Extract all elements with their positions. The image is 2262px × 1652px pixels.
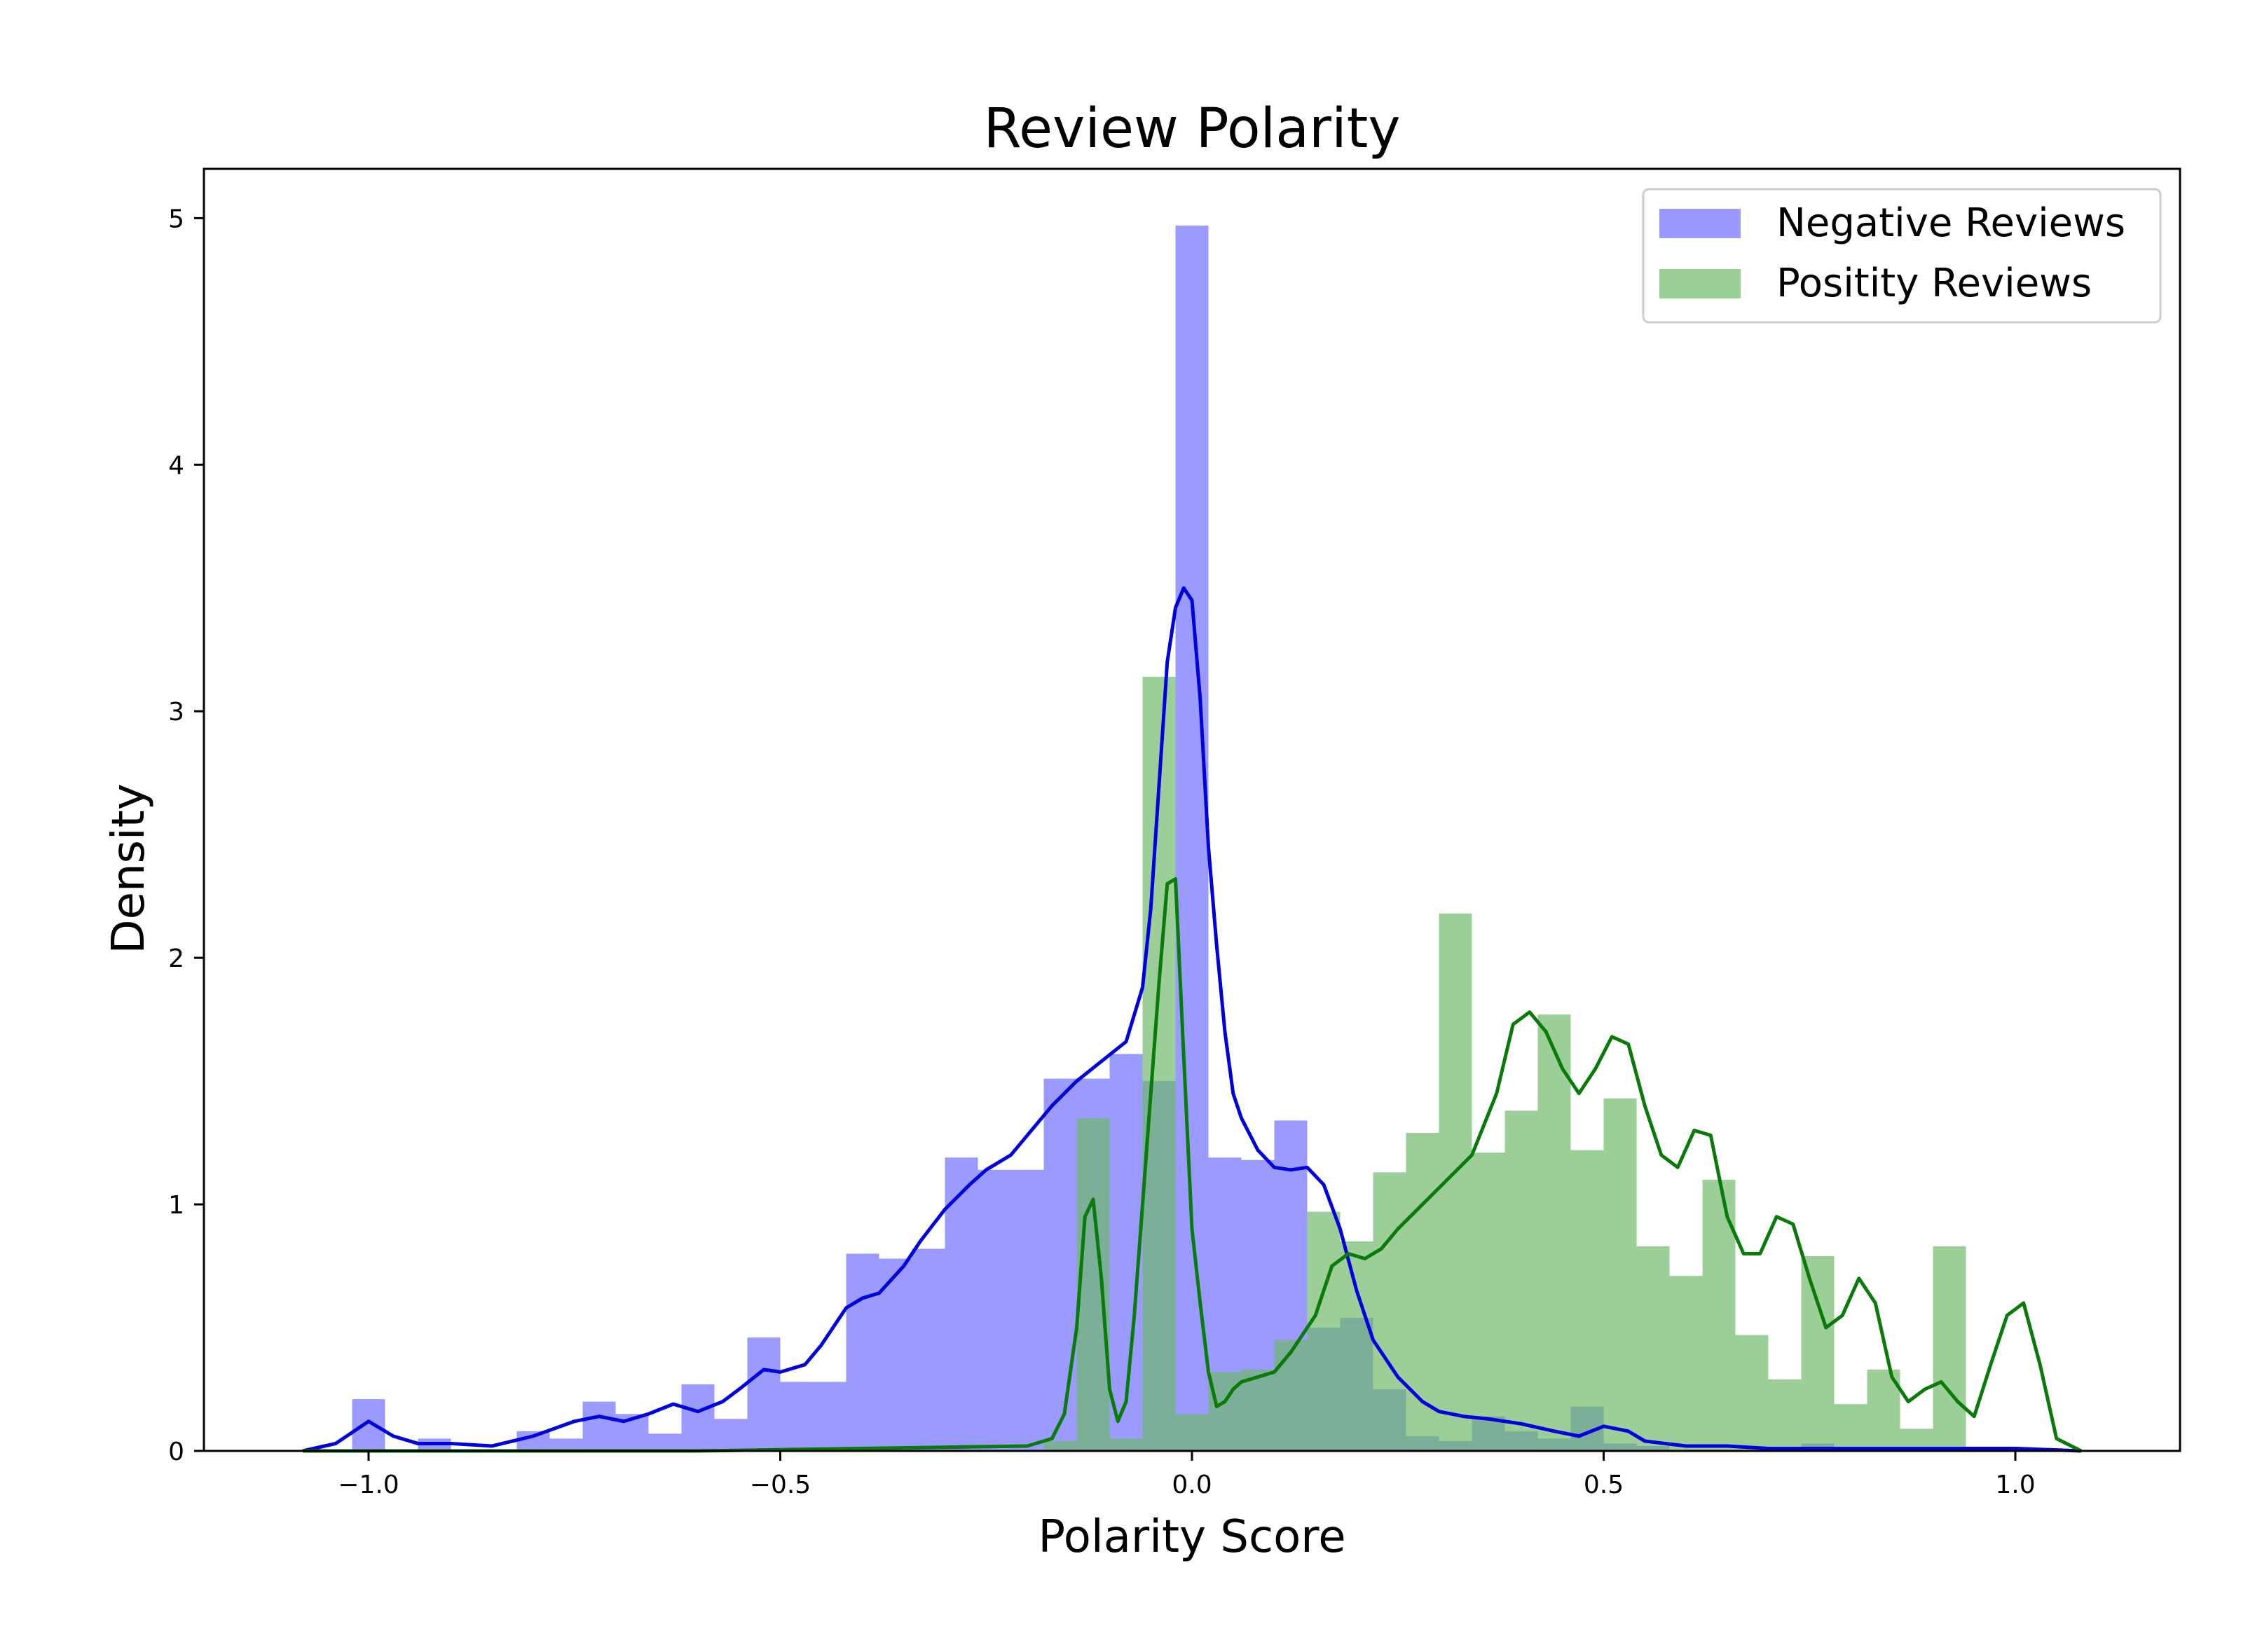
histogram-series-1 [1043,676,1966,1452]
y-axis: 0 1 2 3 4 5 [168,205,204,1466]
legend-swatch-positive [1659,269,1741,298]
legend-box [1642,188,2162,324]
legend-swatch-negative [1659,209,1741,238]
histogram-bar [1373,1172,1406,1451]
histogram-bar [1208,1372,1242,1451]
x-tick-label: −1.0 [338,1471,399,1499]
histogram-bar [1933,1246,1966,1451]
histogram-bar [1834,1404,1867,1451]
histogram-bar [352,1399,385,1451]
x-tick-label: 1.0 [1995,1471,2035,1499]
histogram-bar [1472,1152,1505,1451]
histogram-bar [1340,1241,1373,1451]
histogram-bar [1010,1169,1044,1451]
x-axis-title: Polarity Score [1038,1511,1345,1563]
histogram-bar [1504,1110,1538,1451]
histogram-bar [681,1384,715,1451]
histogram-bar [846,1253,879,1451]
histogram-bar [747,1337,781,1451]
chart-title: Review Polarity [983,97,1400,160]
histogram-bar [912,1248,945,1451]
y-tick-label: 2 [168,944,184,973]
legend-label-positive: Positity Reviews [1776,261,2092,306]
histogram-bar [1043,1078,1077,1451]
histogram-bar [1801,1255,1835,1451]
y-axis-title: Density [103,783,155,954]
plot-area [302,225,2083,1453]
histogram-bar [1043,1440,1077,1451]
kde-line-3 [303,877,2083,1453]
histogram-bar [1570,1150,1604,1451]
histogram-bar [1109,1438,1143,1451]
histogram-bar [1406,1133,1439,1451]
kde-line-2 [302,586,2082,1453]
histogram-bar [1537,1014,1571,1451]
histogram-bar [516,1431,550,1451]
histogram-bar [648,1433,682,1451]
histogram-bar [1274,1340,1308,1451]
y-tick-label: 0 [168,1438,184,1466]
histogram-bar [780,1382,814,1451]
histogram-bar [978,1169,1011,1451]
histogram-bar [1735,1335,1769,1451]
legend: Negative Reviews Positity Reviews [1642,188,2162,324]
x-tick-label: 0.5 [1584,1471,1624,1499]
y-tick-label: 1 [168,1191,184,1220]
x-tick-label: −0.5 [750,1471,811,1499]
histogram-bar [1636,1246,1670,1451]
histogram-bar [714,1419,748,1451]
histogram-bar [1241,1369,1275,1451]
x-tick-label: 0.0 [1172,1471,1212,1499]
histogram-bar [1603,1098,1637,1451]
histogram-bar [1175,225,1209,1452]
y-tick-label: 3 [168,698,184,727]
histogram-bar [945,1157,978,1451]
histogram-bar [879,1258,912,1451]
histogram-bar [582,1401,616,1451]
y-tick-label: 5 [168,205,184,233]
y-tick-label: 4 [168,451,184,480]
legend-label-negative: Negative Reviews [1776,200,2125,246]
histogram-bar [549,1438,583,1451]
histogram-bar [1768,1379,1802,1451]
histogram-bar [1076,1117,1110,1451]
histogram-bar [1175,1414,1209,1451]
histogram-bar [1307,1211,1341,1451]
histogram-bar [1669,1276,1703,1451]
x-axis: −1.0 −0.5 0.0 0.5 1.0 [338,1451,2036,1499]
histogram-bar [813,1382,846,1451]
